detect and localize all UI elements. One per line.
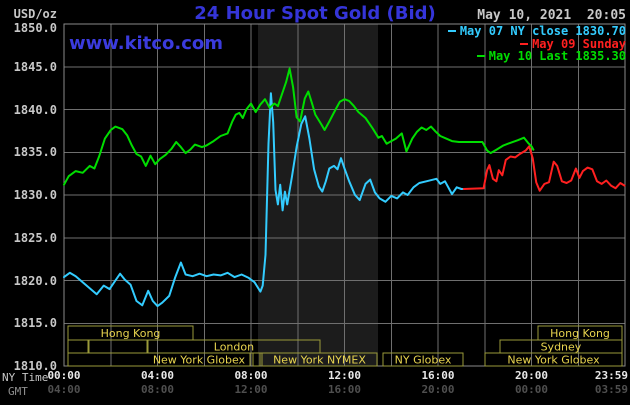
y-axis-tick-label: 1835.0	[13, 145, 57, 160]
kitco-watermark: www.kitco.com	[69, 33, 223, 54]
session-label: Hong Kong	[101, 327, 161, 340]
legend-label: May 07 NY close 1830.70	[459, 24, 626, 38]
unit-label: USD/oz	[13, 7, 57, 21]
x-axis-tick-gmt: 00:00	[514, 383, 549, 396]
x-axis-tick-gmt: 20:00	[421, 383, 455, 396]
datetime-stamp: May 10, 2021 20:05	[477, 8, 626, 23]
legend-line-marker	[447, 30, 456, 32]
session-box	[382, 352, 464, 367]
y-axis-tick-label: 1830.0	[13, 188, 57, 202]
y-axis-tick-label: 1810.0	[13, 359, 57, 373]
x-axis-tick-gmt: 08:00	[140, 383, 175, 396]
session-box	[67, 339, 89, 354]
y-axis-tick-label: 1820.0	[13, 273, 57, 288]
x-axis-tick-ny: 00:00	[47, 369, 81, 382]
page-title: 24 Hour Spot Gold (Bid)	[194, 3, 436, 24]
session-label: New York Globex	[507, 354, 600, 367]
legend-line-marker	[520, 42, 529, 45]
y-axis-tick-label: 1825.0	[13, 230, 57, 245]
session-box	[67, 352, 251, 367]
session-box	[252, 352, 261, 367]
session-label: Sydney	[541, 341, 582, 354]
session-label: New York Globex	[153, 354, 246, 367]
session-label: London	[214, 341, 254, 354]
legend-item: May 10 Last 1835.30	[448, 50, 626, 63]
y-axis-tick-label: 1840.0	[13, 102, 57, 117]
session-label: Hong Kong	[550, 327, 610, 340]
x-axis-tick-gmt: 16:00	[327, 383, 362, 396]
session-box	[88, 339, 148, 354]
x-axis-tick-ny: 04:00	[140, 369, 175, 382]
x-axis-tick-gmt: 12:00	[234, 383, 268, 396]
session-label: New York NYMEX	[273, 354, 366, 367]
x-axis-tick-ny: 16:00	[421, 369, 455, 382]
session-box	[261, 352, 378, 367]
session-box	[484, 352, 623, 367]
y-axis-tick-label: 1850.0	[13, 21, 57, 35]
legend: May 07 NY close 1830.70 May 09 Sunday May …	[447, 24, 626, 63]
y-axis-tick-label: 1815.0	[13, 316, 57, 331]
legend-item: May 07 NY close 1830.70	[447, 24, 626, 38]
legend-line-marker	[476, 55, 485, 57]
x-axis-tick-ny: 12:00	[327, 369, 362, 382]
session-label: NY Globex	[395, 354, 452, 367]
x-axis-tick-gmt: 04:00	[47, 383, 81, 396]
legend-label: May 09 Sunday	[532, 36, 626, 51]
gmt-axis-label: GMT	[8, 385, 28, 398]
legend-item: May 09 Sunday	[448, 36, 626, 51]
y-axis-tick-label: 1845.0	[13, 59, 57, 74]
series-line-may09	[462, 145, 626, 192]
legend-label: May 10 Last 1835.30	[488, 49, 626, 63]
x-axis-tick-ny: 20:00	[514, 369, 549, 382]
ny-time-axis-label: NY Time	[2, 371, 49, 384]
series-line-may10	[63, 67, 535, 186]
x-axis-tick-ny: 23:59	[594, 369, 628, 382]
series-line-may07	[63, 92, 465, 308]
x-axis-tick-ny: 08:00	[234, 369, 268, 382]
x-axis-tick-gmt: 03:59	[594, 383, 628, 396]
